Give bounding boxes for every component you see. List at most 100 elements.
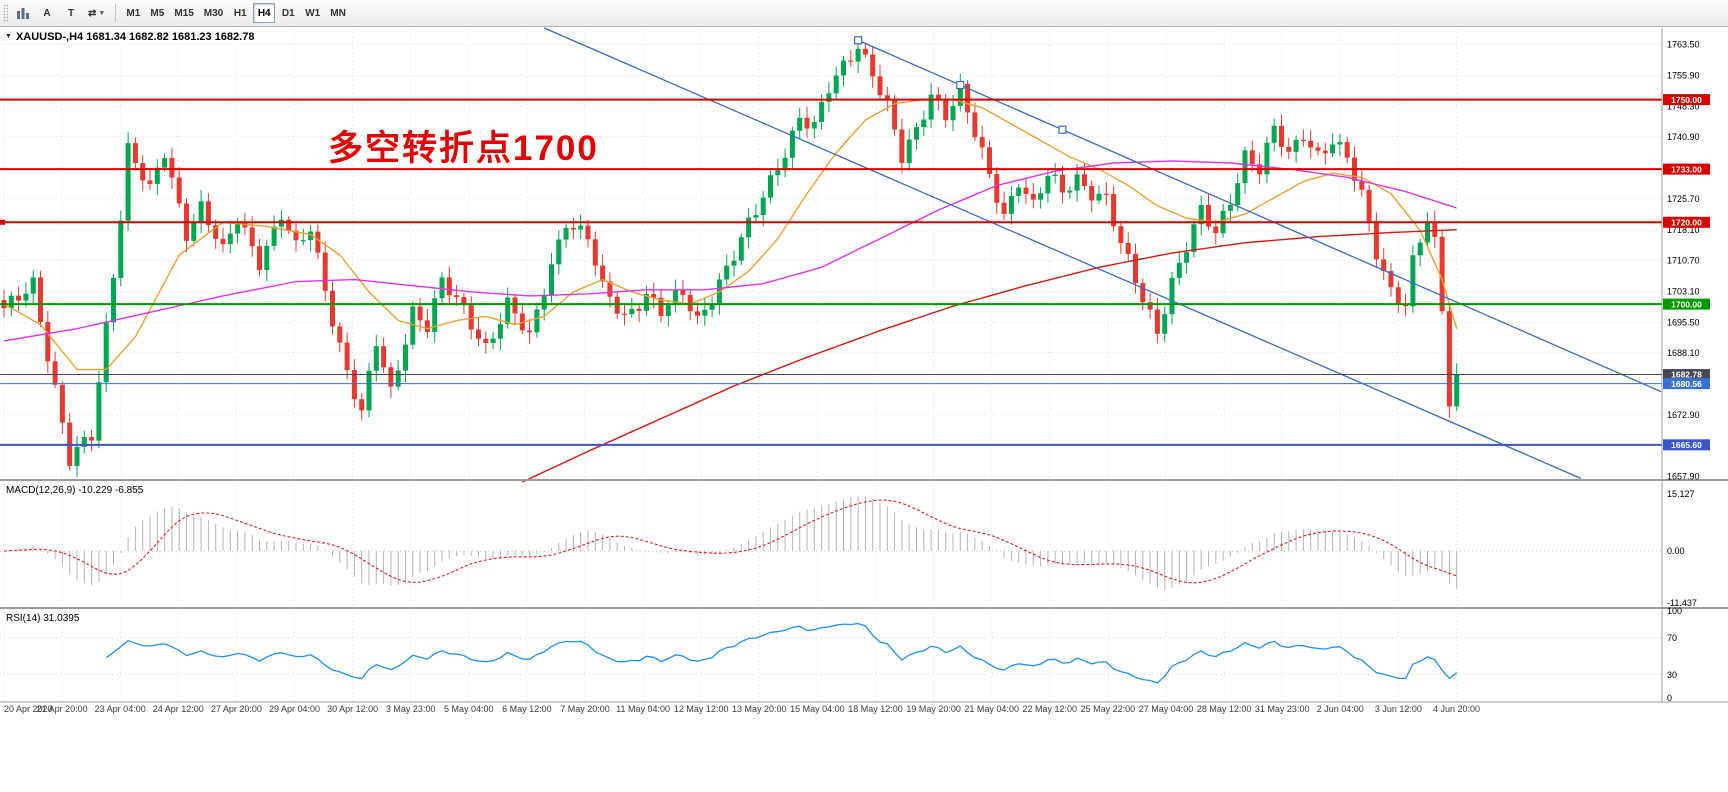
candle xyxy=(16,295,22,301)
candle xyxy=(607,281,613,297)
price-tick-label: 1718.10 xyxy=(1667,225,1700,235)
panel-divider-macd[interactable] xyxy=(0,479,1728,481)
time-axis-label: 29 Apr 04:00 xyxy=(268,704,321,714)
candle xyxy=(862,48,868,55)
candle xyxy=(1271,125,1277,143)
candle xyxy=(1330,144,1336,154)
trendline-handle[interactable] xyxy=(956,80,965,90)
chart-bars-icon-button[interactable] xyxy=(12,3,34,23)
toolbar-grip[interactable] xyxy=(3,4,8,22)
candle xyxy=(454,295,460,298)
price-tag-1680.56 xyxy=(1663,378,1710,390)
candle xyxy=(797,117,803,131)
timeframe-h4-button[interactable]: H4 xyxy=(253,3,276,23)
trendline-handle[interactable] xyxy=(1058,125,1067,134)
candle xyxy=(381,346,387,368)
candle xyxy=(636,308,642,311)
cursor-tool-button[interactable]: A xyxy=(43,7,51,19)
candle xyxy=(468,305,474,330)
price-tick-label: 1748.30 xyxy=(1667,102,1700,112)
candle xyxy=(534,309,540,333)
candle xyxy=(1198,205,1204,225)
candle xyxy=(789,130,795,158)
candle xyxy=(505,297,511,325)
candle xyxy=(322,252,328,291)
candle xyxy=(527,330,533,333)
time-axis-label: 27 Apr 20:00 xyxy=(210,704,262,714)
candle xyxy=(1176,262,1182,278)
candle xyxy=(497,324,503,339)
timeframe-w1-button[interactable]: W1 xyxy=(305,7,321,19)
candle xyxy=(1425,221,1430,243)
price-tick-label: 1703.10 xyxy=(1667,286,1700,296)
price-tick-label: 1725.70 xyxy=(1667,194,1700,204)
candle xyxy=(1096,193,1102,201)
candle xyxy=(1315,147,1321,151)
candle xyxy=(1381,259,1387,272)
candle xyxy=(914,127,919,140)
time-axis-label: 19 May 20:00 xyxy=(906,704,961,714)
price-tag-text: 1682.78 xyxy=(1671,370,1702,380)
timeframe-h1-button[interactable]: H1 xyxy=(233,7,247,19)
candle xyxy=(1388,271,1394,288)
candle xyxy=(1446,311,1452,407)
text-tool-button[interactable]: T xyxy=(67,7,75,19)
macd-scale-label: 15.127 xyxy=(1667,489,1695,499)
horizontal-line-handle[interactable] xyxy=(0,219,5,225)
candle xyxy=(1118,226,1124,243)
timeframe-m30-button[interactable]: M30 xyxy=(203,7,224,19)
candle xyxy=(271,226,277,246)
price-tick-label: 1755.90 xyxy=(1667,70,1700,80)
timeframe-group: M1 M5 M15 M30 H1 H4 D1 W1 MN xyxy=(121,3,350,23)
candle xyxy=(74,446,80,466)
candle xyxy=(1147,302,1153,310)
candle xyxy=(38,277,43,323)
candle xyxy=(1206,205,1211,227)
timeframe-d1-button[interactable]: D1 xyxy=(281,7,295,19)
descending-trendline-long[interactable] xyxy=(543,27,1582,479)
symbol-ohlc-label: ▼ XAUUSD-,H4 1681.34 1682.82 1681.23 1682… xyxy=(5,31,254,43)
candle xyxy=(833,75,839,94)
candle xyxy=(972,112,978,138)
chart-bars-icon xyxy=(17,7,29,19)
candle xyxy=(738,237,744,261)
time-axis-label: 28 May 12:00 xyxy=(1196,704,1252,714)
price-tag-text: 1665.60 xyxy=(1671,440,1702,450)
time-axis-label: 12 May 12:00 xyxy=(673,704,729,714)
timeframe-mn-button[interactable]: MN xyxy=(330,7,346,19)
candle xyxy=(928,94,934,120)
candle xyxy=(52,361,58,385)
timeframe-m5-button[interactable]: M5 xyxy=(150,7,165,19)
timeframe-m1-button[interactable]: M1 xyxy=(126,7,141,19)
cycle-symbols-button[interactable]: ⇄ ▼ xyxy=(84,3,109,23)
candle xyxy=(439,277,445,299)
candle xyxy=(351,370,357,400)
candle xyxy=(1169,277,1175,315)
candle xyxy=(943,100,949,121)
time-axis-label: 11 May 04:00 xyxy=(616,704,671,714)
candle xyxy=(483,338,489,343)
macd-histogram xyxy=(10,496,1458,590)
timeframe-m15-button[interactable]: M15 xyxy=(174,7,194,19)
candle xyxy=(643,294,649,311)
panel-divider-rsi[interactable] xyxy=(0,607,1728,609)
trendline-handle[interactable] xyxy=(853,36,863,45)
time-axis-label: 4 Jun 20:00 xyxy=(1432,704,1481,714)
candle xyxy=(432,298,438,332)
candle xyxy=(994,173,1000,203)
symbol-dropdown-icon[interactable]: ▼ xyxy=(5,33,12,40)
candle xyxy=(1417,242,1423,256)
candle xyxy=(213,225,219,239)
candle xyxy=(658,297,664,316)
candle xyxy=(1410,255,1416,307)
candle xyxy=(1125,242,1131,254)
candle xyxy=(359,399,365,411)
candle xyxy=(1016,187,1022,196)
arrows-icon: ⇄ xyxy=(88,7,97,19)
candle xyxy=(162,158,168,168)
candle xyxy=(293,230,299,241)
candle xyxy=(1279,125,1284,147)
price-scale[interactable]: 1763.50 1755.90 1748.30 1740.90 1725.70 1718.… xyxy=(1667,39,1700,481)
candle xyxy=(308,231,314,241)
chart-annotation-text[interactable]: 多空转折点1700 xyxy=(328,129,599,168)
